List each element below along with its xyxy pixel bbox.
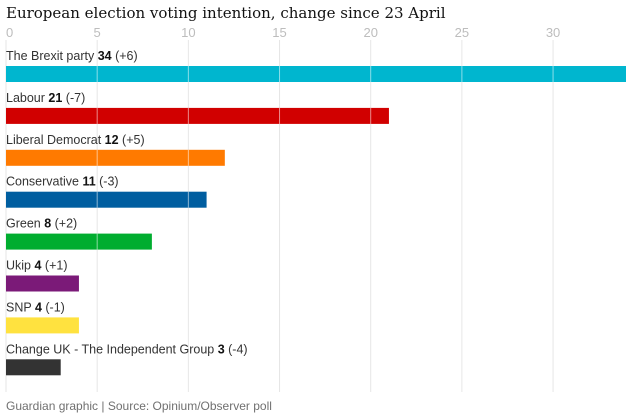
gridlines xyxy=(5,40,554,392)
bar-chart: 0 5 10 15 20 25 30 The Brexit party 34 (+6)Lab… xyxy=(5,25,626,392)
x-tick-label: 0 xyxy=(6,25,13,40)
bar-value-label: 21 xyxy=(48,91,62,105)
bar-label: Conservative 11 (-3) xyxy=(6,175,119,189)
bar-label: Liberal Democrat 12 (+5) xyxy=(6,133,145,147)
bar xyxy=(6,275,79,292)
bar xyxy=(6,359,61,376)
source-note: Guardian graphic | Source: Opinium/Obser… xyxy=(6,399,272,413)
x-tick-label: 20 xyxy=(363,25,377,40)
bar-label: Ukip 4 (+1) xyxy=(6,259,68,273)
bar xyxy=(6,66,626,82)
bar-value-label: 11 xyxy=(82,175,95,189)
bar-category-label: Ukip xyxy=(6,259,34,273)
bar xyxy=(6,233,152,250)
bar-change-label: (+6) xyxy=(112,49,138,63)
bar-value-label: 12 xyxy=(105,133,119,147)
bar-value-label: 4 xyxy=(34,259,41,273)
bar-value-label: 8 xyxy=(44,217,51,231)
x-tick-label: 5 xyxy=(94,25,101,40)
bar-label: The Brexit party 34 (+6) xyxy=(6,49,138,63)
bar-labels: The Brexit party 34 (+6)Labour 21 (-7)Li… xyxy=(6,49,248,356)
bars xyxy=(6,66,626,376)
x-tick-label: 15 xyxy=(272,25,286,40)
bar-value-label: 3 xyxy=(218,342,225,356)
bar-label: Change UK - The Independent Group 3 (-4) xyxy=(6,342,248,356)
bar-change-label: (-3) xyxy=(96,175,119,189)
bar-category-label: Conservative xyxy=(6,175,82,189)
bar-category-label: SNP xyxy=(6,300,35,314)
bar xyxy=(6,107,389,124)
bar-change-label: (+1) xyxy=(41,259,67,273)
bar xyxy=(6,191,207,208)
bar-category-label: Labour xyxy=(6,91,48,105)
bar-label: Green 8 (+2) xyxy=(6,217,77,231)
chart-title: European election voting intention, chan… xyxy=(6,4,446,22)
bar-category-label: Liberal Democrat xyxy=(6,133,105,147)
bar-category-label: Green xyxy=(6,217,44,231)
x-tick-label: 30 xyxy=(546,25,560,40)
bar xyxy=(6,149,225,166)
bar-gridline-overlays xyxy=(96,66,554,250)
bar-value-label: 34 xyxy=(98,49,112,63)
bar-label: Labour 21 (-7) xyxy=(6,91,85,105)
bar xyxy=(6,317,79,334)
bar-change-label: (+2) xyxy=(51,217,77,231)
bar-category-label: Change UK - The Independent Group xyxy=(6,342,218,356)
bar-change-label: (+5) xyxy=(119,133,145,147)
bar-change-label: (-1) xyxy=(42,300,65,314)
bar-label: SNP 4 (-1) xyxy=(6,300,65,314)
bar-category-label: The Brexit party xyxy=(6,49,98,63)
x-tick-label: 25 xyxy=(455,25,469,40)
x-tick-label: 10 xyxy=(181,25,195,40)
bar-value-label: 4 xyxy=(35,300,42,314)
bar-change-label: (-4) xyxy=(225,342,248,356)
bar-change-label: (-7) xyxy=(62,91,85,105)
x-axis-tick-labels: 0 5 10 15 20 25 30 xyxy=(6,25,560,40)
